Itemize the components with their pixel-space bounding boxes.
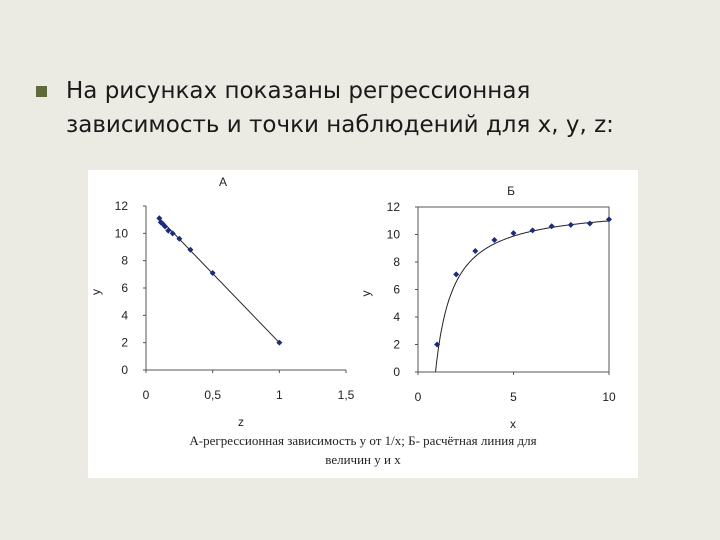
- chart-a-y-tick-label: 8: [121, 254, 128, 268]
- figure-panel: А 0 2 4 6 8 10 12 0 0,5 1 1,5 z y Б 0 2 4 6 8 10 12 0 5 10 x y А-р…: [88, 170, 638, 478]
- chart-b-y-tick-label: 2: [393, 338, 400, 352]
- chart-a-data-point: [156, 215, 163, 222]
- chart-b-x-tick-label: 5: [510, 390, 517, 404]
- chart-b-fitted-curve: [435, 220, 609, 372]
- chart-b-y-tick-label: 0: [393, 365, 400, 379]
- square-bullet-icon: [36, 86, 47, 97]
- chart-a-x-tick-label: 1,5: [338, 388, 355, 402]
- chart-a-data-point: [209, 269, 216, 276]
- heading-line-1: На рисунках показаны регрессионная: [66, 78, 531, 104]
- chart-b-y-tick-label: 4: [393, 310, 400, 324]
- chart-b-data-point: [510, 230, 517, 237]
- chart-a-y-tick-label: 4: [121, 308, 128, 322]
- caption-line-1: А-регрессионная зависимость y от 1/x; Б-…: [189, 433, 537, 448]
- heading-line-2: зависимость и точки наблюдений для x, y,…: [66, 112, 614, 138]
- chart-b-data-point: [586, 220, 593, 227]
- chart-b-x-tick-label: 0: [415, 390, 422, 404]
- chart-b-data-point: [567, 221, 574, 228]
- chart-a-regression-line: [158, 217, 280, 344]
- chart-b-y-tick-label: 8: [393, 255, 400, 269]
- chart-a-y-axis-label: y: [89, 289, 103, 295]
- chart-a-y-tick-label: 6: [121, 281, 128, 295]
- chart-b-y-axis-label: y: [359, 291, 373, 297]
- figure-svg: А 0 2 4 6 8 10 12 0 0,5 1 1,5 z y Б 0 2 4 6 8 10 12 0 5 10 x y: [89, 175, 616, 431]
- chart-a-y-tick-label: 10: [115, 226, 129, 240]
- caption-line-2: величин y и x: [325, 452, 401, 467]
- chart-a-y-tick-label: 12: [115, 199, 129, 213]
- chart-a-x-tick-label: 0: [143, 388, 150, 402]
- chart-b-data-point: [491, 237, 498, 243]
- chart-a-y-tick-label: 2: [121, 336, 128, 350]
- chart-b-data-point: [606, 216, 612, 223]
- chart-a-data-point: [169, 230, 176, 237]
- chart-b-data-point: [529, 227, 536, 234]
- slide-heading: На рисунках показаны регрессионная завис…: [66, 74, 686, 142]
- chart-a-x-tick-label: 0,5: [204, 388, 221, 402]
- chart-a-y-tick-label: 0: [121, 363, 128, 377]
- chart-b-y-tick-label: 6: [393, 283, 400, 297]
- chart-b-x-axis-label: x: [510, 417, 516, 431]
- chart-a-title: А: [219, 175, 227, 189]
- chart-b-data-point: [548, 223, 555, 230]
- chart-b-x-tick-label: 10: [602, 390, 616, 404]
- chart-b-y-tick-label: 12: [387, 200, 401, 214]
- chart-b-title: Б: [507, 184, 515, 198]
- chart-a-x-axis-label: z: [238, 415, 244, 429]
- chart-a-data-point: [165, 227, 172, 234]
- chart-a-x-tick-label: 1: [276, 388, 283, 402]
- chart-b-data-point: [453, 271, 460, 278]
- chart-a-data-point: [187, 246, 194, 253]
- chart-a-data-point: [162, 223, 169, 230]
- chart-a-data-point: [276, 339, 283, 346]
- chart-b-data-point: [434, 341, 441, 348]
- chart-a-data-point: [176, 235, 183, 242]
- chart-b-data-point: [472, 248, 479, 254]
- chart-b-y-tick-label: 10: [387, 228, 401, 242]
